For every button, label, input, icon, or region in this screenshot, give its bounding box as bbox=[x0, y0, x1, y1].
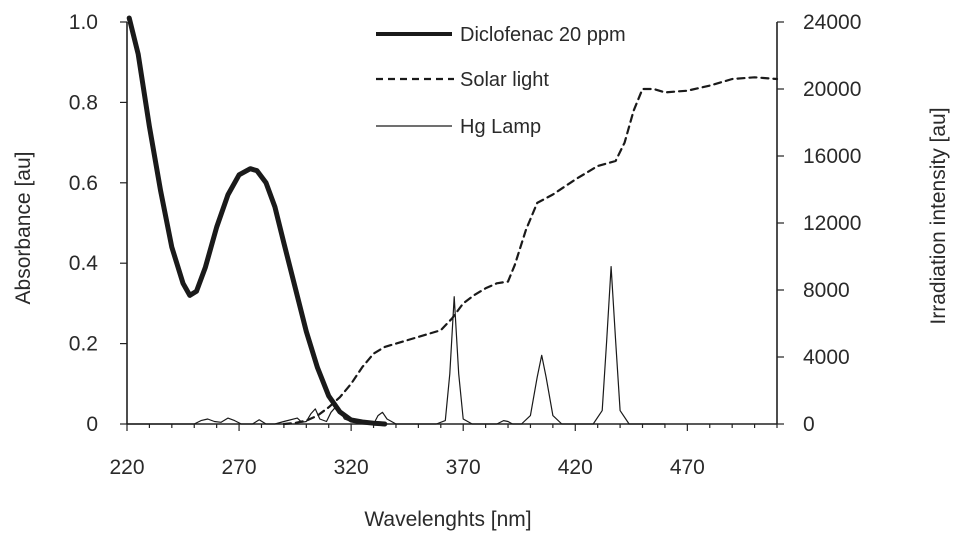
x-axis-title: Wavelenghts [nm] bbox=[364, 508, 531, 531]
y-left-tick-label: 0.6 bbox=[69, 172, 98, 195]
y-right-ticks: 0 4000 8000 12000 16000 20000 24000 bbox=[777, 11, 861, 436]
left-y-axis-title: Absorbance [au] bbox=[12, 152, 35, 305]
y-left-tick-label: 0.4 bbox=[69, 252, 99, 275]
legend-label-hg-lamp: Hg Lamp bbox=[460, 116, 541, 138]
series-diclofenac-line bbox=[126, 15, 388, 427]
legend-label-solar-light: Solar light bbox=[460, 69, 549, 91]
y-left-tick-label: 1.0 bbox=[69, 11, 98, 34]
y-right-tick-label: 16000 bbox=[803, 145, 861, 168]
legend: Diclofenac 20 ppm Solar light Hg Lamp bbox=[376, 24, 626, 138]
axes bbox=[126, 22, 778, 425]
x-tick-label: 370 bbox=[446, 456, 481, 479]
series-layer bbox=[126, 15, 779, 427]
right-y-axis-title: Irradiation intensity [au] bbox=[927, 107, 950, 324]
x-ticks: 220 270 320 370 420 470 bbox=[109, 424, 778, 479]
y-right-tick-label: 4000 bbox=[803, 346, 850, 369]
x-tick-label: 320 bbox=[334, 456, 369, 479]
x-tick-label: 470 bbox=[670, 456, 705, 479]
x-tick-label: 420 bbox=[558, 456, 593, 479]
y-left-tick-label: 0 bbox=[86, 413, 98, 436]
x-tick-label: 270 bbox=[222, 456, 257, 479]
series-hg-lamp-line bbox=[126, 266, 666, 425]
y-left-tick-label: 0.8 bbox=[69, 91, 98, 114]
legend-label-diclofenac: Diclofenac 20 ppm bbox=[460, 24, 626, 46]
x-tick-label: 220 bbox=[109, 456, 144, 479]
y-right-tick-label: 20000 bbox=[803, 78, 861, 101]
y-right-tick-label: 8000 bbox=[803, 279, 850, 302]
y-right-tick-label: 0 bbox=[803, 413, 815, 436]
y-left-tick-label: 0.2 bbox=[69, 333, 98, 356]
series-solar-light-line bbox=[282, 76, 779, 426]
y-right-tick-label: 12000 bbox=[803, 212, 861, 235]
y-right-tick-label: 24000 bbox=[803, 11, 861, 34]
y-left-ticks: 0 0.2 0.4 0.6 0.8 1.0 bbox=[69, 11, 127, 436]
